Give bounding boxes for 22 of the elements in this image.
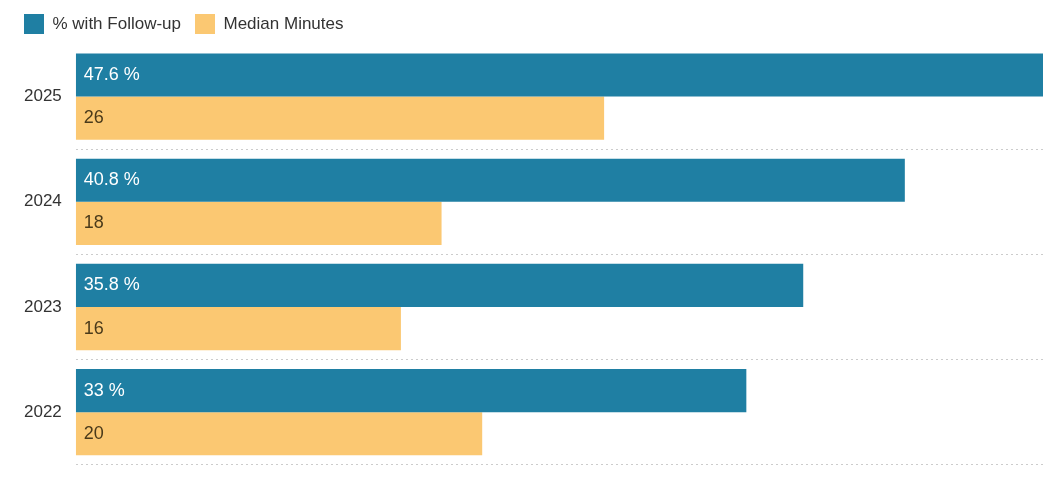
data-label: 16 <box>83 317 104 338</box>
data-label: 26 <box>83 107 104 128</box>
bar <box>75 412 483 456</box>
data-label: 20 <box>83 422 104 443</box>
bar <box>75 369 747 413</box>
data-label: 40.8 % <box>83 169 140 190</box>
bar <box>75 158 905 202</box>
bar <box>75 263 804 307</box>
y-tick-label: 2025 <box>23 86 62 106</box>
y-tick-label: 2024 <box>23 191 62 211</box>
data-label: 18 <box>83 212 104 233</box>
bar <box>75 201 442 245</box>
bar <box>75 96 605 140</box>
data-label: 35.8 % <box>83 274 140 295</box>
legend-label: Median Minutes <box>223 13 344 33</box>
data-label: 47.6 % <box>83 64 140 84</box>
y-tick-label: 2023 <box>23 296 62 316</box>
legend-label: % with Follow-up <box>52 13 181 33</box>
y-tick-label: 2022 <box>23 401 62 421</box>
bar <box>75 307 401 351</box>
bar <box>75 53 1043 97</box>
data-label: 33 % <box>83 379 125 400</box>
